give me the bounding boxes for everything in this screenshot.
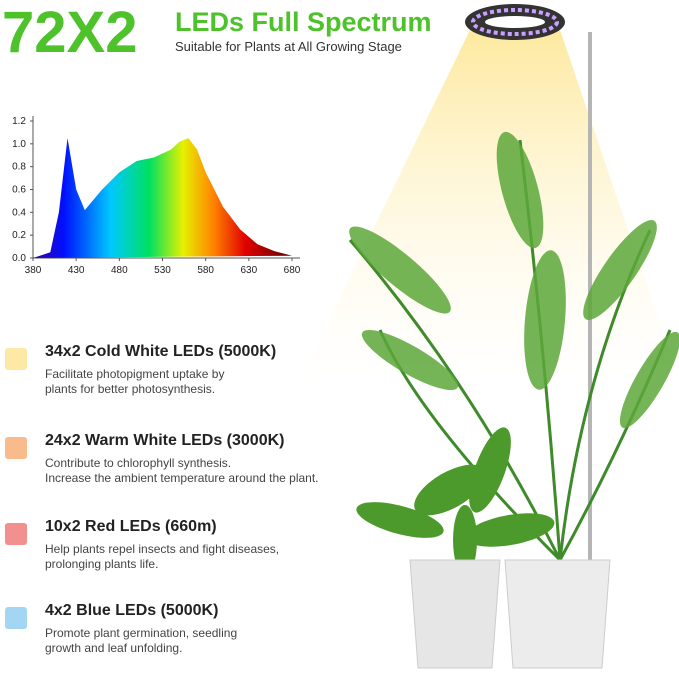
led-description: Contribute to chlorophyll synthesis. <box>45 456 231 470</box>
led-icon <box>5 437 27 459</box>
y-tick-label: 0.4 <box>12 207 26 218</box>
led-title: 34x2 Cold White LEDs (5000K) <box>45 343 276 360</box>
headline-number: 72X2 <box>2 0 137 65</box>
lamp-center <box>485 16 545 28</box>
led-description: Help plants repel insects and fight dise… <box>45 542 279 556</box>
palm-leaves <box>349 131 679 429</box>
pot-right <box>504 559 611 669</box>
led-title: 4x2 Blue LEDs (5000K) <box>45 602 218 619</box>
spectrum-chart: 0.0 0.2 0.4 0.6 0.8 1.0 1.2 380 430 480 530 580 630 6… <box>12 116 301 276</box>
x-tick-label: 580 <box>197 265 214 276</box>
led-title: 24x2 Warm White LEDs (3000K) <box>45 432 284 449</box>
spectrum-area <box>33 138 292 258</box>
led-icon <box>5 348 27 370</box>
x-tick-label: 480 <box>111 265 128 276</box>
led-list: 34x2 Cold White LEDs (5000K) Facilitate p… <box>5 343 319 655</box>
led-icon <box>5 523 27 545</box>
led-title: 10x2 Red LEDs (660m) <box>45 518 217 535</box>
headline: LEDs Full Spectrum <box>175 7 432 37</box>
y-tick-label: 0.2 <box>12 230 26 241</box>
plant-leaves <box>356 427 555 575</box>
led-description: growth and leaf unfolding. <box>45 641 182 655</box>
x-tick-label: 530 <box>154 265 171 276</box>
x-tick-label: 380 <box>25 265 42 276</box>
led-description: prolonging plants life. <box>45 557 158 571</box>
y-tick-label: 0.6 <box>12 185 26 196</box>
y-tick-label: 1.2 <box>12 116 26 127</box>
led-description: Increase the ambient temperature around … <box>45 471 319 485</box>
led-description: plants for better photosynthesis. <box>45 382 215 396</box>
pot-left <box>409 559 501 669</box>
x-tick-label: 630 <box>240 265 257 276</box>
y-tick-label: 0.8 <box>12 162 26 173</box>
light-beam <box>300 30 679 380</box>
y-tick-label: 1.0 <box>12 139 26 150</box>
y-tick-label: 0.0 <box>12 253 26 264</box>
led-icon <box>5 607 27 629</box>
subtitle: Suitable for Plants at All Growing Stage <box>175 39 402 54</box>
x-tick-label: 680 <box>284 265 301 276</box>
led-description: Facilitate photopigment uptake by <box>45 367 224 381</box>
led-description: Promote plant germination, seedling <box>45 626 237 640</box>
lamp-leds <box>471 8 559 36</box>
x-tick-label: 430 <box>68 265 85 276</box>
